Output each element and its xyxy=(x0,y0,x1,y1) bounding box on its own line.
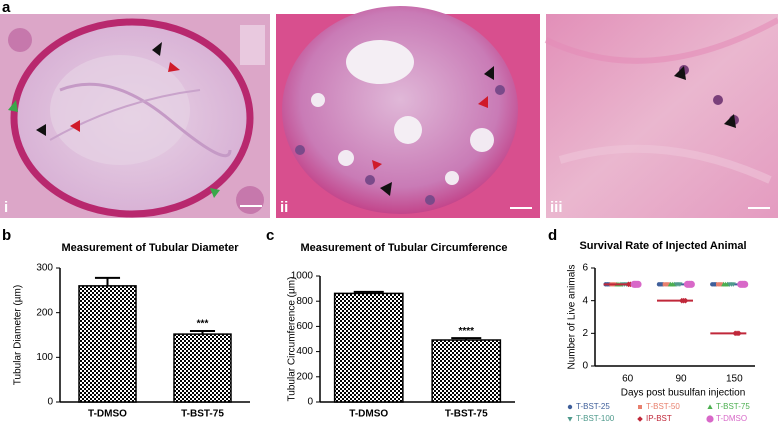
legend-marker xyxy=(567,417,573,422)
y-tick-label: 600 xyxy=(296,321,313,332)
y-tick-label: 200 xyxy=(36,307,53,318)
bar xyxy=(333,292,404,403)
y-tick-label: 300 xyxy=(36,263,53,274)
y-tick-label: 2 xyxy=(582,328,588,339)
y-tick-label: 6 xyxy=(582,263,588,274)
x-tick-label: T-DMSO xyxy=(88,409,127,420)
x-tick-label: T-DMSO xyxy=(349,409,388,420)
legend-label: T-BST-100 xyxy=(576,414,615,423)
point xyxy=(677,282,683,287)
x-tick-label: 150 xyxy=(726,374,743,385)
point xyxy=(666,282,671,287)
panel-label: c xyxy=(266,227,274,244)
point xyxy=(736,330,742,337)
panel-label: b xyxy=(2,227,11,244)
legend-marker xyxy=(707,404,713,409)
legend-label: T-DMSO xyxy=(716,414,747,423)
significance-label: **** xyxy=(458,326,474,337)
chart-title: Measurement of Tubular Diameter xyxy=(61,242,239,254)
bar xyxy=(173,333,232,403)
legend-marker xyxy=(638,405,642,409)
y-axis-label: Tubular Circumference (µm) xyxy=(287,277,298,402)
y-tick-label: 1000 xyxy=(291,271,314,282)
panel-label: iii xyxy=(550,199,563,216)
x-tick-label: 60 xyxy=(622,374,634,385)
micrograph-i xyxy=(0,14,270,218)
panel-label: i xyxy=(4,199,8,216)
micrograph-iii xyxy=(544,14,778,218)
point xyxy=(741,280,749,288)
y-tick-label: 0 xyxy=(307,397,313,408)
panel-label: d xyxy=(548,227,557,244)
significance-label: *** xyxy=(197,319,209,330)
point xyxy=(719,282,724,287)
y-tick-label: 0 xyxy=(47,397,53,408)
y-tick-label: 0 xyxy=(582,361,588,372)
legend-label: T-BST-75 xyxy=(716,402,750,411)
micrograph-ii xyxy=(276,6,540,218)
legend-label: T-BST-25 xyxy=(576,402,610,411)
legend-label: IP-BST xyxy=(646,414,672,423)
y-tick-label: 200 xyxy=(296,371,313,382)
bar xyxy=(431,339,502,403)
panel-label: ii xyxy=(280,199,288,216)
chart-title: Survival Rate of Injected Animal xyxy=(579,240,746,252)
chart-title: Measurement of Tubular Circumference xyxy=(300,242,507,254)
y-tick-label: 400 xyxy=(296,346,313,357)
legend-marker xyxy=(567,404,573,410)
x-tick-label: T-BST-75 xyxy=(445,409,488,420)
point xyxy=(730,282,736,287)
y-axis-label: Number of Live animals xyxy=(567,264,578,369)
legend-marker xyxy=(637,416,643,422)
point xyxy=(687,280,695,288)
legend-marker xyxy=(706,415,714,423)
bar xyxy=(78,285,137,403)
x-tick-label: 90 xyxy=(675,374,687,385)
y-tick-label: 4 xyxy=(582,295,588,306)
point xyxy=(634,280,642,288)
y-axis-label: Tubular Diameter (µm) xyxy=(13,285,24,385)
x-tick-label: T-BST-75 xyxy=(181,409,224,420)
y-tick-label: 100 xyxy=(36,352,53,363)
x-axis-label: Days post busulfan injection xyxy=(621,388,746,399)
point xyxy=(682,297,689,304)
panel-label: a xyxy=(2,0,11,16)
legend-label: T-BST-50 xyxy=(646,402,680,411)
y-tick-label: 800 xyxy=(296,296,313,307)
